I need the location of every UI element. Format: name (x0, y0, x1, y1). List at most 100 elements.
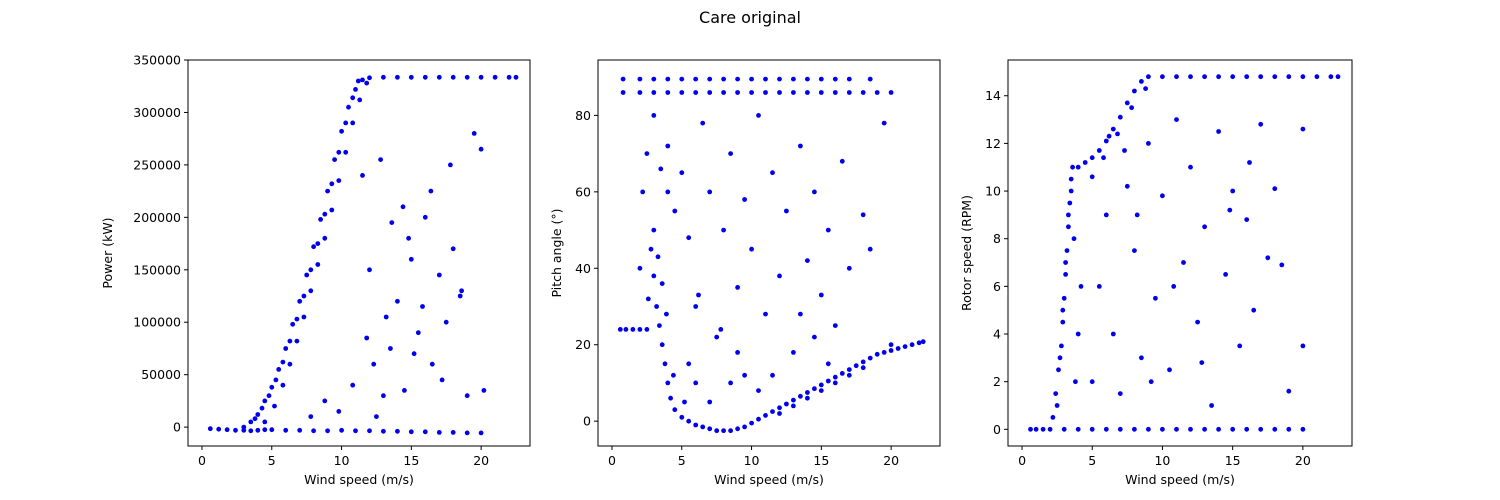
data-point (662, 361, 668, 367)
data-point (1167, 367, 1172, 373)
data-point (329, 181, 335, 187)
data-point (1096, 148, 1102, 153)
y-tick-label: 200000 (133, 210, 181, 225)
subplot-3: 0 5 10 15 20 0 2 4 6 8 10 12 14 Wind speed (m/s) Rotor… (959, 59, 1353, 487)
data-point (763, 311, 768, 317)
data-point (679, 414, 685, 420)
data-point (895, 346, 901, 351)
data-point (360, 77, 365, 83)
data-point (1068, 176, 1074, 182)
data-point (693, 422, 699, 428)
data-point (825, 378, 831, 384)
data-point (1237, 343, 1243, 349)
data-point (406, 235, 411, 241)
data-point (798, 143, 803, 149)
plot-frame (597, 59, 941, 447)
data-point (881, 120, 887, 126)
data-point (1134, 212, 1140, 218)
x-tick-label: 5 (678, 453, 686, 468)
data-point (832, 323, 838, 328)
data-point (770, 170, 775, 176)
data-point (742, 372, 747, 378)
y-axis-label: Power (kW) (100, 217, 115, 288)
data-point (1139, 79, 1144, 84)
x-axis-label: Wind speed (m/s) (714, 472, 824, 487)
data-point (867, 246, 873, 252)
data-point (367, 428, 372, 434)
data-point (1078, 284, 1084, 289)
data-point (651, 227, 657, 233)
data-point (273, 377, 279, 383)
x-tick-label: 0 (608, 453, 616, 468)
data-point (1188, 74, 1193, 80)
data-point (1061, 295, 1067, 301)
data-point (846, 367, 852, 372)
x-axis-label: Wind speed (m/s) (1125, 472, 1235, 487)
data-point (1061, 426, 1067, 432)
data-point (707, 76, 713, 82)
data-point (1057, 355, 1063, 361)
data-point (700, 424, 706, 430)
data-point (1115, 131, 1120, 137)
data-point (645, 296, 651, 302)
x-tick-label: 20 (1295, 453, 1311, 468)
data-point (1047, 426, 1053, 432)
scatter-points (207, 74, 519, 436)
data-point (255, 427, 261, 433)
data-point (686, 361, 692, 367)
data-point (1063, 272, 1068, 277)
data-point (374, 414, 379, 419)
data-point (707, 399, 713, 405)
data-point (1146, 426, 1151, 432)
data-point (1216, 74, 1221, 80)
x-tick-label: 15 (1225, 453, 1241, 468)
data-point (784, 401, 789, 407)
data-point (749, 246, 754, 252)
data-point (402, 388, 407, 393)
data-point (1075, 426, 1081, 432)
data-point (233, 427, 238, 433)
data-point (721, 227, 726, 233)
data-point (763, 413, 768, 418)
data-point (659, 342, 665, 348)
data-point (707, 90, 713, 95)
data-point (707, 189, 713, 195)
data-point (707, 426, 713, 432)
data-point (860, 90, 866, 95)
data-point (1064, 248, 1070, 254)
x-tick-label: 10 (744, 453, 760, 468)
y-tick-label: 8 (993, 231, 1001, 246)
data-point (1068, 188, 1074, 194)
data-point (888, 342, 894, 348)
data-point (339, 128, 344, 134)
data-point (1110, 331, 1116, 337)
data-point (1251, 307, 1257, 313)
x-tick-label: 20 (473, 453, 489, 468)
data-point (450, 74, 456, 80)
data-point (1071, 236, 1077, 242)
data-point (481, 388, 487, 393)
data-point (1089, 426, 1095, 432)
data-point (1202, 426, 1207, 432)
data-point (1223, 272, 1228, 277)
data-point (728, 151, 733, 157)
data-point (1230, 426, 1236, 432)
data-point (654, 304, 659, 309)
data-point (637, 76, 643, 82)
data-point (322, 235, 328, 241)
data-point (1103, 426, 1109, 432)
data-point (1286, 426, 1292, 432)
data-point (805, 395, 810, 401)
data-point (721, 428, 726, 434)
data-point (400, 204, 406, 210)
data-point (1066, 212, 1071, 218)
data-point (874, 90, 880, 95)
data-point (1160, 426, 1165, 432)
data-point (436, 430, 442, 435)
data-point (853, 363, 859, 369)
data-point (1082, 160, 1088, 165)
data-point (322, 398, 328, 404)
data-point (659, 281, 665, 286)
data-point (1272, 186, 1278, 192)
